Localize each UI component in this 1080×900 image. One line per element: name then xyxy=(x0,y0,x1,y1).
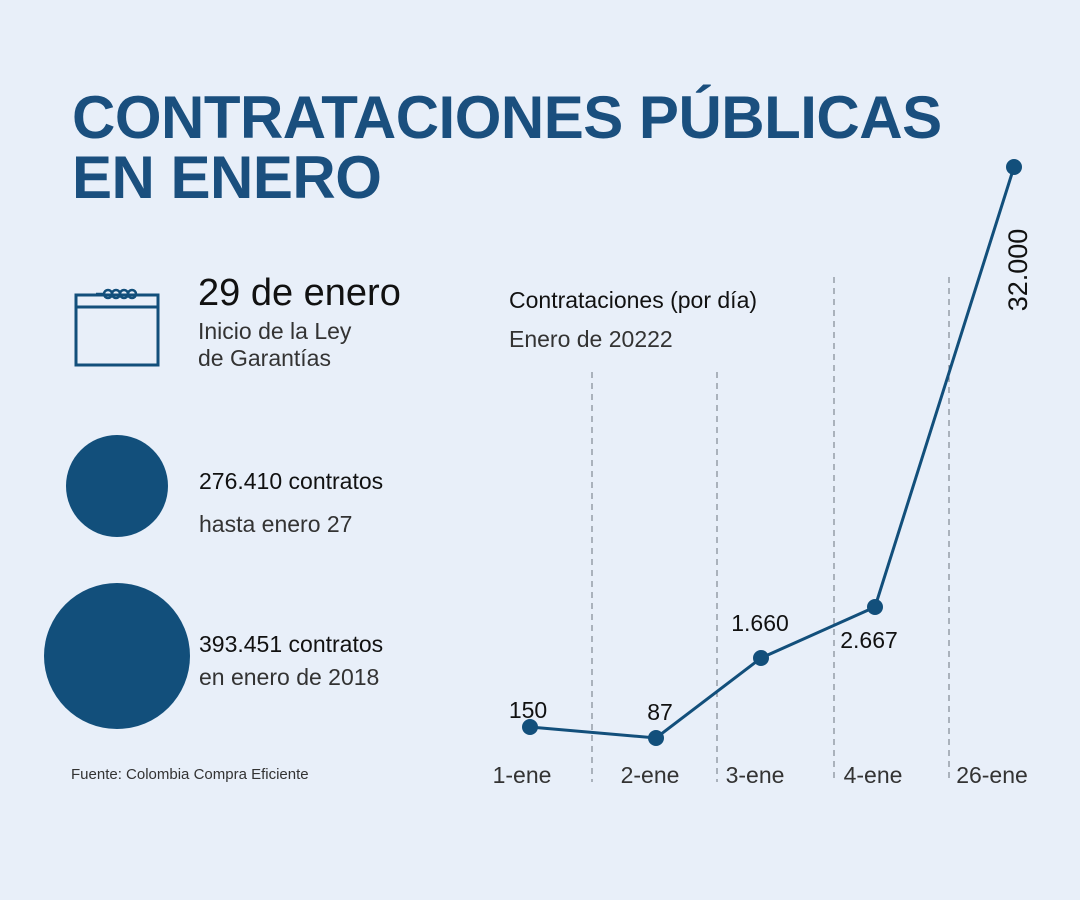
chart-title: Contrataciones (por día) xyxy=(509,287,758,313)
data-point xyxy=(1006,159,1022,175)
data-label: 87 xyxy=(647,699,673,725)
calendar-date: 29 de enero xyxy=(198,272,401,314)
stat-desc-2022: hasta enero 27 xyxy=(199,511,353,537)
x-tick-label: 4-ene xyxy=(844,762,903,788)
data-point xyxy=(867,599,883,615)
chart-subtitle: Enero de 20222 xyxy=(509,326,673,352)
stat-value-2022: 276.410 contratos xyxy=(199,468,384,494)
data-label: 1.660 xyxy=(731,610,789,636)
calendar-description-line-1: Inicio de la Ley xyxy=(198,318,352,344)
bubble-2022 xyxy=(66,435,168,537)
x-tick-label: 26-ene xyxy=(956,762,1028,788)
calendar-description-line-2: de Garantías xyxy=(198,345,331,371)
data-point xyxy=(753,650,769,666)
stat-value-2018: 393.451 contratos xyxy=(199,631,384,657)
data-label: 2.667 xyxy=(840,627,898,653)
calendar-icon xyxy=(74,288,160,367)
data-label: 150 xyxy=(509,697,547,723)
x-tick-label: 2-ene xyxy=(621,762,680,788)
bubble-2018 xyxy=(44,583,190,729)
x-tick-label: 3-ene xyxy=(726,762,785,788)
title-line-2: EN ENERO xyxy=(72,144,382,211)
x-tick-label: 1-ene xyxy=(493,762,552,788)
stat-desc-2018: en enero de 2018 xyxy=(199,664,380,690)
page-title: CONTRATACIONES PÚBLICAS EN ENERO xyxy=(72,88,942,208)
source-note: Fuente: Colombia Compra Eficiente xyxy=(71,766,309,783)
title-line-1: CONTRATACIONES PÚBLICAS xyxy=(72,84,942,151)
calendar-description: Inicio de la Ley de Garantías xyxy=(198,318,351,372)
data-point xyxy=(522,719,538,735)
data-label: 32.000 xyxy=(1003,229,1033,312)
series-line xyxy=(529,166,1016,740)
data-point xyxy=(648,730,664,746)
